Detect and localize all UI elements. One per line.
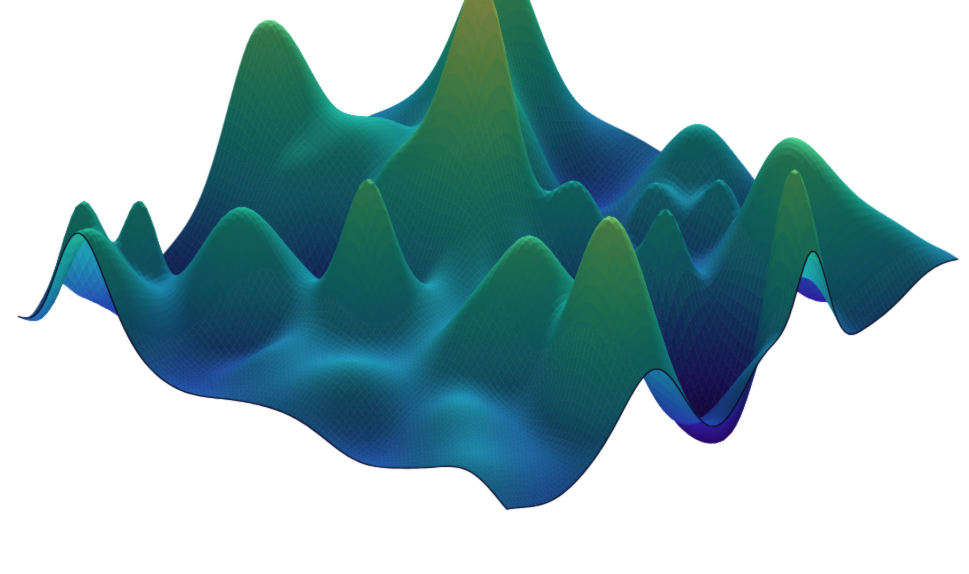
figure-stage [0,0,969,574]
surface-plot [0,0,969,574]
